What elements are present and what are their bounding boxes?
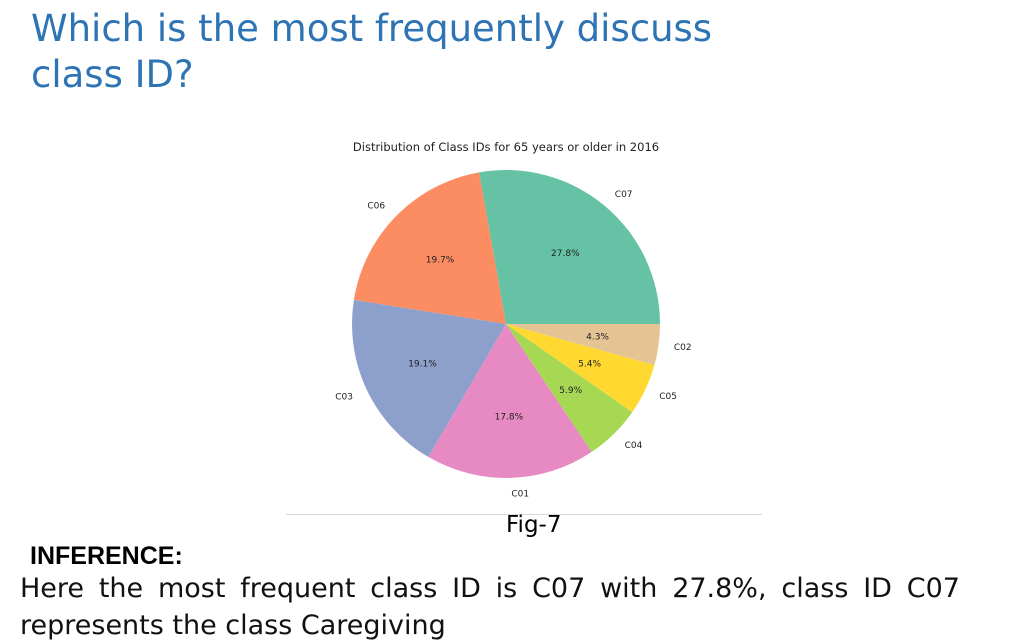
slice-pct-c01: 17.8%: [495, 412, 524, 422]
slice-label-c06: C06: [367, 201, 385, 211]
slice-label-c03: C03: [335, 393, 353, 403]
pie-slices: [352, 170, 660, 478]
pie-slice-c05: [506, 324, 655, 413]
slide-title-line-2: class ID?: [31, 53, 194, 96]
slice-pct-c04: 5.9%: [559, 386, 582, 396]
pie-slice-c07: [479, 170, 660, 324]
slice-pct-c03: 19.1%: [408, 360, 437, 370]
pie-labels: C07 27.8% C06 19.7% C03 19.1% C01 17.8% C04 5.9% C…: [335, 190, 691, 499]
inference-text: Here the most frequent class ID is C07 w…: [20, 573, 960, 641]
slice-label-c07: C07: [615, 190, 633, 200]
figure-caption: Fig-7: [506, 512, 562, 538]
pie-slice-c04: [506, 324, 633, 452]
pie-slice-c06: [353, 172, 506, 324]
slice-pct-c07: 27.8%: [551, 249, 580, 259]
slice-pct-c05: 5.4%: [578, 359, 601, 369]
inference-heading: INFERENCE:: [30, 542, 183, 570]
slice-pct-c02: 4.3%: [586, 332, 609, 342]
slice-label-c05: C05: [659, 392, 677, 402]
slice-label-c04: C04: [625, 441, 643, 451]
pie-slice-c02: [506, 324, 660, 366]
caption-divider: [286, 514, 762, 515]
pie-slice-c01: [428, 324, 592, 478]
pie-slice-c03: [352, 299, 506, 458]
slice-pct-c06: 19.7%: [426, 255, 455, 265]
slide-title-line-1: Which is the most frequently discussec: [31, 7, 711, 50]
slice-label-c01: C01: [511, 489, 529, 499]
chart-title: Distribution of Class IDs for 65 years o…: [353, 140, 659, 154]
pie-chart: Distribution of Class IDs for 65 years o…: [335, 140, 691, 499]
slide-title: Which is the most frequently discussec c…: [31, 6, 711, 106]
slice-label-c02: C02: [674, 343, 692, 353]
